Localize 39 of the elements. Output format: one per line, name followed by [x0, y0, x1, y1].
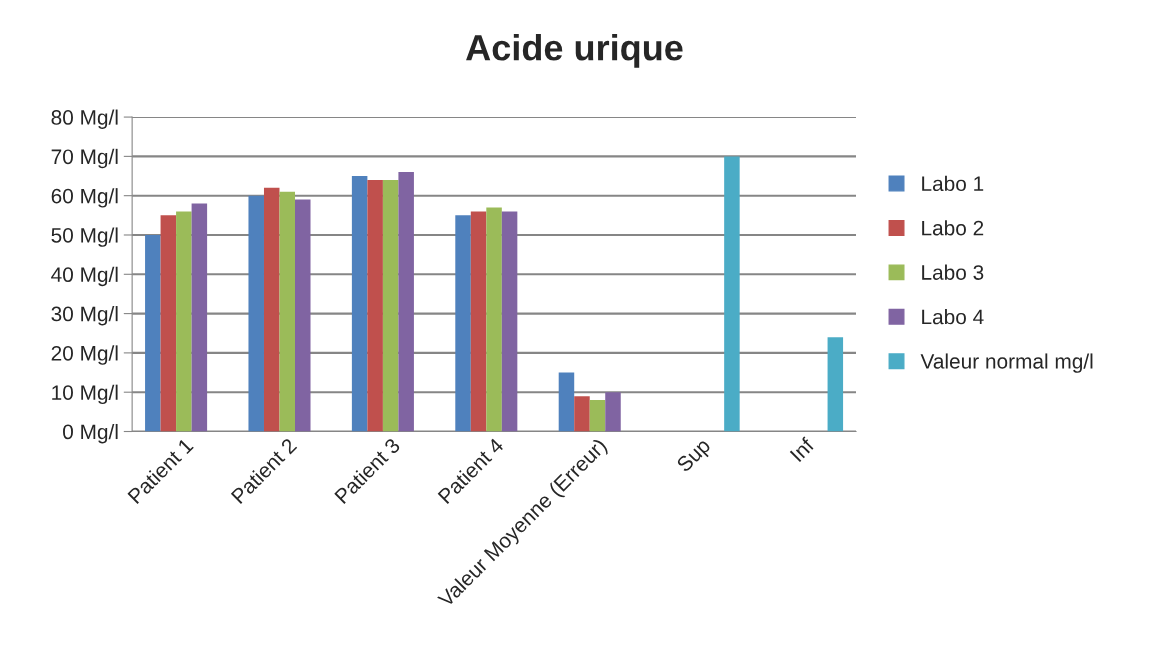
y-tick-label: 10 Mg/l — [52, 384, 118, 405]
bar — [470, 211, 487, 432]
legend-label: Labo 4 — [922, 309, 984, 325]
y-tick-label: 0 Mg/l — [63, 423, 118, 444]
chart-title: Acide urique — [466, 34, 683, 68]
x-tick-label: Sup — [675, 437, 715, 476]
bar — [160, 215, 177, 432]
bar — [295, 199, 311, 432]
y-tick-label: 70 Mg/l — [51, 148, 118, 169]
y-tick-label: 50 Mg/l — [51, 227, 118, 247]
y-tick-label: 30 Mg/l — [51, 306, 118, 326]
bar — [486, 207, 502, 432]
bar — [605, 392, 621, 432]
legend-label: Labo 2 — [922, 220, 984, 236]
bar — [398, 172, 414, 432]
bar — [589, 400, 606, 432]
bar — [248, 195, 264, 432]
bar — [724, 156, 740, 432]
legend-label: Valeur normal mg/l — [920, 353, 1093, 373]
y-tick-label: 80 Mg/l — [51, 109, 118, 129]
y-tick-label: 40 Mg/l — [51, 266, 118, 287]
bar — [176, 211, 192, 432]
bar — [455, 215, 471, 432]
bar — [145, 234, 161, 432]
bar — [367, 179, 383, 432]
bar — [382, 179, 399, 432]
y-tick-label: 60 Mg/l — [51, 188, 118, 208]
y-tick-label: 20 Mg/l — [51, 345, 118, 365]
bar — [827, 337, 844, 432]
legend-label: Labo 1 — [922, 175, 984, 192]
bar — [501, 211, 518, 432]
bar — [558, 372, 575, 432]
bar — [574, 396, 590, 432]
bar — [351, 176, 368, 432]
bar — [191, 203, 208, 432]
bar — [263, 187, 280, 432]
legend-label: Labo 3 — [922, 264, 984, 280]
x-tick-label: Inf — [789, 436, 815, 463]
bar — [279, 191, 296, 432]
